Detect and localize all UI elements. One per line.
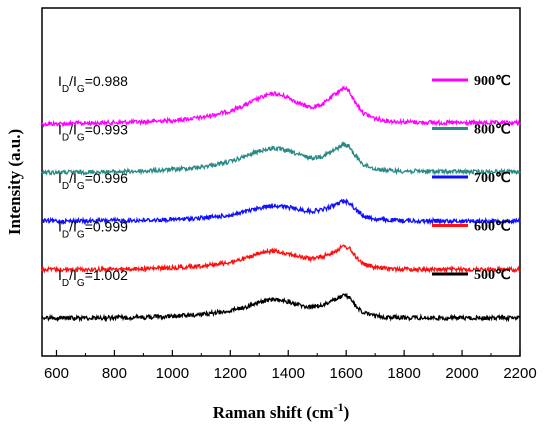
series-group: [41, 84, 521, 323]
series-line: [41, 243, 521, 274]
x-tick-label: 1000: [156, 365, 189, 382]
legend: 900℃ 800℃ 700℃ 600℃ 500℃: [432, 74, 511, 283]
series-line: [41, 198, 521, 226]
x-axis-title: Raman shift (cm-1): [213, 400, 350, 422]
x-tick-label: 800: [102, 365, 127, 382]
x-tick-label: 2000: [445, 365, 478, 382]
x-tick-label: 2200: [503, 365, 536, 382]
legend-label: 600℃: [474, 220, 511, 235]
ratio-labels: ID/IG=0.988 ID/IG=0.993 ID/IG=0.996 ID/IG=0…: [58, 73, 128, 289]
series-line: [41, 84, 521, 129]
legend-label: 700℃: [474, 171, 511, 186]
ratio-label: ID/IG=0.996: [58, 170, 128, 192]
x-tick-label: 1400: [272, 365, 305, 382]
series-line: [41, 141, 521, 177]
ratio-label: ID/IG=1.002: [58, 267, 128, 289]
ratio-label: ID/IG=0.993: [58, 122, 128, 144]
x-tick-label: 600: [44, 365, 69, 382]
x-tick-label: 1800: [387, 365, 420, 382]
x-tick-label: 1200: [214, 365, 247, 382]
legend-label: 800℃: [474, 123, 511, 138]
plot-frame: [41, 7, 521, 357]
legend-label: 500℃: [474, 268, 511, 283]
x-tick-label: 1600: [329, 365, 362, 382]
series-line: [41, 292, 521, 323]
ratio-label: ID/IG=0.988: [58, 73, 128, 95]
ratio-label: ID/IG=0.999: [58, 219, 128, 241]
axis-ticks: 600 800 1000 1200 1400 1600 1800 2000 2200: [44, 350, 537, 382]
legend-label: 900℃: [474, 74, 511, 89]
y-axis-title: Intensity (a.u.): [5, 129, 24, 235]
